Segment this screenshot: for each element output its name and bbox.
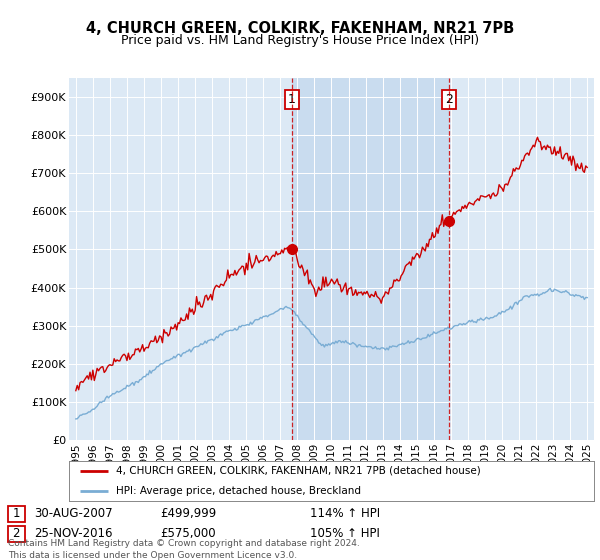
Text: 105% ↑ HPI: 105% ↑ HPI	[310, 528, 380, 540]
FancyBboxPatch shape	[7, 526, 25, 542]
Text: 114% ↑ HPI: 114% ↑ HPI	[310, 507, 380, 520]
Text: 25-NOV-2016: 25-NOV-2016	[34, 528, 113, 540]
Text: 4, CHURCH GREEN, COLKIRK, FAKENHAM, NR21 7PB (detached house): 4, CHURCH GREEN, COLKIRK, FAKENHAM, NR21…	[116, 466, 481, 476]
Text: 2: 2	[445, 93, 453, 106]
Text: Price paid vs. HM Land Registry's House Price Index (HPI): Price paid vs. HM Land Registry's House …	[121, 34, 479, 46]
Text: 30-AUG-2007: 30-AUG-2007	[34, 507, 113, 520]
FancyBboxPatch shape	[7, 506, 25, 522]
Text: 1: 1	[12, 507, 20, 520]
Text: £499,999: £499,999	[160, 507, 216, 520]
Text: 2: 2	[12, 528, 20, 540]
Text: 1: 1	[288, 93, 296, 106]
Bar	[292, 78, 449, 440]
Text: 4, CHURCH GREEN, COLKIRK, FAKENHAM, NR21 7PB: 4, CHURCH GREEN, COLKIRK, FAKENHAM, NR21…	[86, 21, 514, 36]
Text: £575,000: £575,000	[160, 528, 215, 540]
Text: Contains HM Land Registry data © Crown copyright and database right 2024.
This d: Contains HM Land Registry data © Crown c…	[8, 539, 360, 560]
Text: HPI: Average price, detached house, Breckland: HPI: Average price, detached house, Brec…	[116, 486, 361, 496]
